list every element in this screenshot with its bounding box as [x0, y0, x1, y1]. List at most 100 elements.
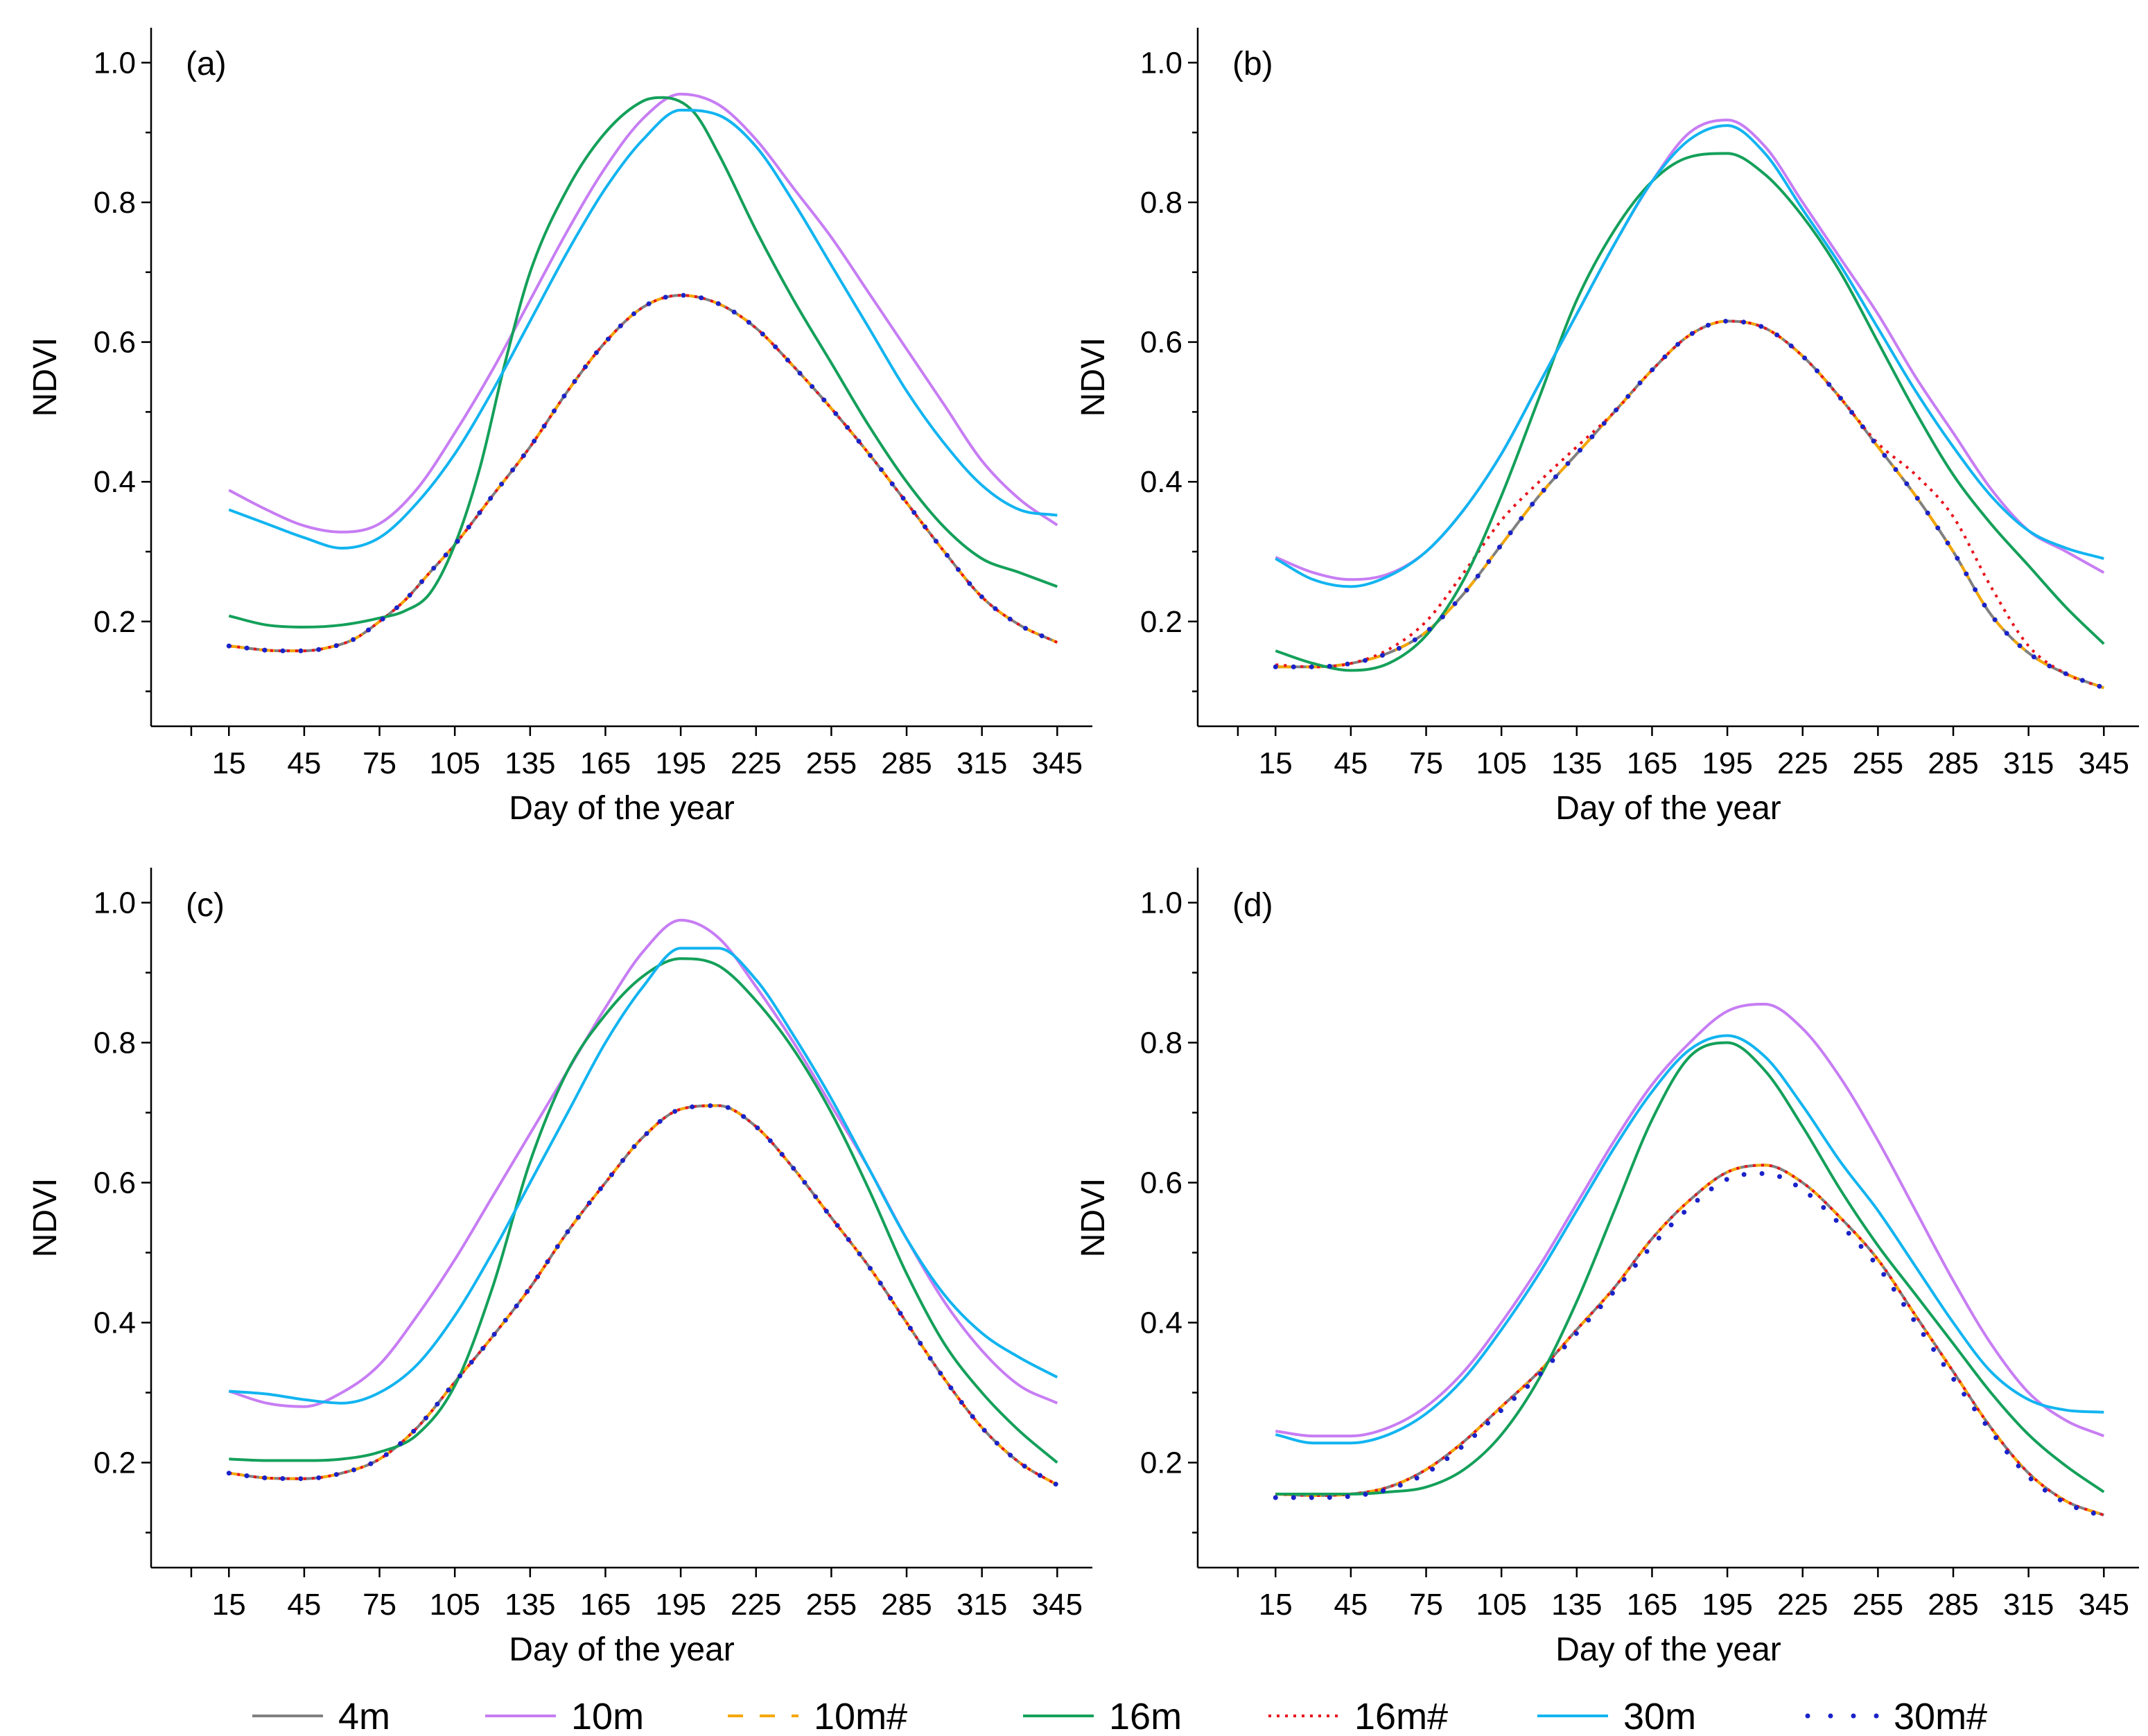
y-tick-label: 0.2	[94, 1446, 136, 1480]
series-line-16m-hash	[1275, 319, 2105, 690]
series-line-16m-hash	[229, 294, 1058, 653]
series-line-30m-hash	[226, 292, 1060, 654]
series-line-16m	[228, 96, 1058, 629]
x-tick-label: 195	[1702, 1588, 1752, 1622]
y-tick-label: 0.6	[94, 326, 136, 360]
y-tick-label: 0.6	[94, 1166, 136, 1200]
x-tick-label: 15	[212, 1588, 246, 1622]
series-line-4m	[1275, 1164, 2105, 1517]
x-tick-label: 135	[1551, 1588, 1602, 1622]
legend-label: 30m	[1623, 1696, 1696, 1736]
x-tick-label: 195	[655, 746, 706, 780]
x-tick-label: 255	[1853, 746, 1903, 780]
x-tick-label: 105	[429, 746, 480, 780]
y-tick-label: 0.6	[1140, 326, 1182, 360]
series-line-30m	[1275, 124, 2104, 588]
legend-label: 16m	[1109, 1696, 1182, 1736]
y-tick-label: 0.8	[94, 186, 136, 220]
series-line-4m	[1275, 319, 2105, 690]
x-tick-label: 315	[2003, 746, 2054, 780]
x-tick-label: 75	[1409, 746, 1443, 780]
x-tick-label: 195	[1702, 746, 1752, 780]
series-line-30m	[1275, 1034, 2104, 1445]
series-line-10m-hash	[1275, 1164, 2105, 1517]
y-axis-label: NDVI	[1075, 337, 1112, 417]
legend-label: 4m	[338, 1696, 390, 1736]
series-line-16m	[1275, 1041, 2105, 1496]
x-tick-label: 165	[580, 1588, 631, 1622]
x-axis-label: Day of the year	[1555, 790, 1781, 827]
series-line-30m-hash	[1273, 1171, 2106, 1519]
x-tick-label: 225	[731, 746, 781, 780]
legend-label: 16m#	[1354, 1696, 1448, 1736]
series-line-16m-hash	[1275, 1164, 2105, 1517]
x-tick-label: 285	[881, 746, 932, 780]
x-tick-label: 75	[1409, 1588, 1443, 1622]
series-line-10m-hash	[229, 1104, 1058, 1487]
x-tick-label: 345	[2079, 1588, 2129, 1622]
x-tick-label: 345	[1032, 746, 1083, 780]
x-axis-label: Day of the year	[1555, 1631, 1781, 1668]
x-tick-label: 135	[505, 1588, 555, 1622]
series-line-10m-hash	[229, 294, 1058, 653]
series-line-30m-hash	[1273, 318, 2106, 691]
series-line-10m	[228, 918, 1058, 1408]
panel-label: (a)	[186, 46, 227, 82]
y-tick-label: 0.6	[1140, 1166, 1182, 1200]
series-line-4m	[229, 1104, 1058, 1487]
panel-c: 0.2 0.4 0.6 0.8 1.0 15 45 75 105 135 165 195 225 255 2…	[27, 868, 1092, 1668]
x-tick-label: 165	[580, 746, 631, 780]
y-tick-label: 0.2	[1140, 605, 1182, 639]
panel-label: (d)	[1232, 887, 1273, 924]
x-tick-label: 15	[1259, 1588, 1293, 1622]
x-tick-label: 15	[212, 746, 246, 780]
x-tick-label: 225	[1777, 746, 1828, 780]
y-tick-label: 0.4	[1140, 1306, 1182, 1340]
x-tick-label: 105	[429, 1588, 480, 1622]
y-tick-label: 1.0	[1140, 886, 1182, 920]
panel-label: (c)	[186, 887, 225, 924]
x-tick-label: 195	[655, 1588, 706, 1622]
series-line-30m-hash	[226, 1103, 1060, 1488]
y-tick-label: 0.2	[94, 605, 136, 639]
x-tick-label: 345	[1032, 1588, 1083, 1622]
x-tick-label: 255	[1853, 1588, 1903, 1622]
series-line-16m	[1275, 152, 2105, 672]
x-tick-label: 285	[1928, 1588, 1978, 1622]
y-tick-label: 1.0	[94, 46, 136, 80]
x-axis-label: Day of the year	[509, 790, 735, 827]
y-axis-label: NDVI	[27, 337, 64, 417]
x-tick-label: 315	[957, 746, 1007, 780]
x-tick-label: 75	[363, 746, 396, 780]
x-tick-label: 165	[1627, 746, 1677, 780]
series-line-16m-hash	[229, 1104, 1058, 1487]
x-tick-label: 45	[287, 746, 321, 780]
x-tick-label: 45	[1334, 1588, 1368, 1622]
legend-label: 10m	[571, 1696, 644, 1736]
x-axis-label: Day of the year	[509, 1631, 735, 1668]
x-tick-label: 225	[1777, 1588, 1828, 1622]
x-tick-label: 105	[1476, 1588, 1526, 1622]
legend-label: 10m#	[814, 1696, 907, 1736]
x-tick-label: 255	[806, 1588, 857, 1622]
x-tick-label: 285	[881, 1588, 932, 1622]
x-tick-label: 75	[363, 1588, 396, 1622]
panel-b: 0.2 0.4 0.6 0.8 1.0 15 45 75 105 135 165 195 225 255 2…	[1075, 28, 2139, 827]
x-tick-label: 165	[1627, 1588, 1677, 1622]
x-tick-label: 225	[731, 1588, 781, 1622]
y-tick-label: 0.8	[1140, 1026, 1182, 1060]
chart-legend: 4m 10m 10m# 16m 16m# 30m 30m#	[252, 1696, 1987, 1736]
series-line-16m	[229, 957, 1058, 1464]
series-line-30m	[228, 108, 1058, 550]
y-tick-label: 1.0	[1140, 46, 1182, 80]
x-tick-label: 135	[505, 746, 555, 780]
x-tick-label: 315	[957, 1588, 1007, 1622]
series-line-10m	[1275, 1002, 2105, 1438]
x-tick-label: 255	[806, 746, 857, 780]
chart-panels: 0.2 0.4 0.6 0.8 1.0 15 45 75 105 135 165 195 225 255 2…	[27, 28, 2139, 1668]
panel-d: 0.2 0.4 0.6 0.8 1.0 15 45 75 105 135 165 195 225 255 2…	[1075, 868, 2139, 1668]
series-line-30m	[229, 947, 1058, 1405]
x-tick-label: 15	[1259, 746, 1293, 780]
y-tick-label: 0.8	[94, 1026, 136, 1060]
y-tick-label: 0.4	[1140, 465, 1182, 499]
